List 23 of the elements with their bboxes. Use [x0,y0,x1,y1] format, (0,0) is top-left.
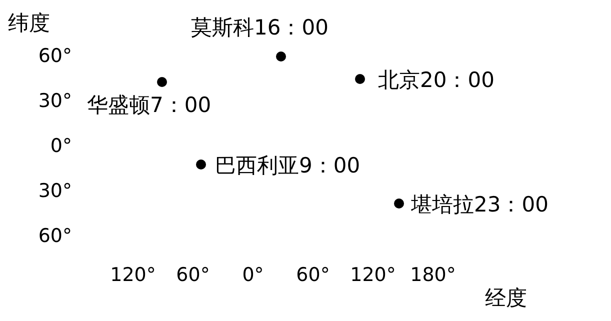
point [394,198,404,208]
annotation: 北京20：00 [378,68,494,92]
y-axis-title: 纬度 [8,11,50,35]
annotation: 堪培拉23：00 [410,192,548,216]
point [157,77,167,87]
x-tick-label: 0° [242,264,264,286]
x-tick-label: 60° [296,264,330,286]
x-tick-label: 120° [110,264,156,286]
point [276,52,286,62]
y-tick-label: 0° [50,135,72,157]
point [355,74,365,84]
y-tick-label: 60° [38,225,72,247]
annotation: 巴西利亚9：00 [215,154,360,178]
y-tick-label: 60° [38,45,72,67]
x-axis-title: 经度 [485,286,527,310]
annotation: 华盛顿7：00 [87,93,212,117]
x-tick-label: 60° [176,264,210,286]
y-tick-label: 30° [38,90,72,112]
annotation: 莫斯科16：00 [191,16,328,40]
x-tick-label: 120° [350,264,396,286]
y-tick-label: 30° [38,180,72,202]
x-tick-label: 180° [410,264,456,286]
point [196,160,206,170]
